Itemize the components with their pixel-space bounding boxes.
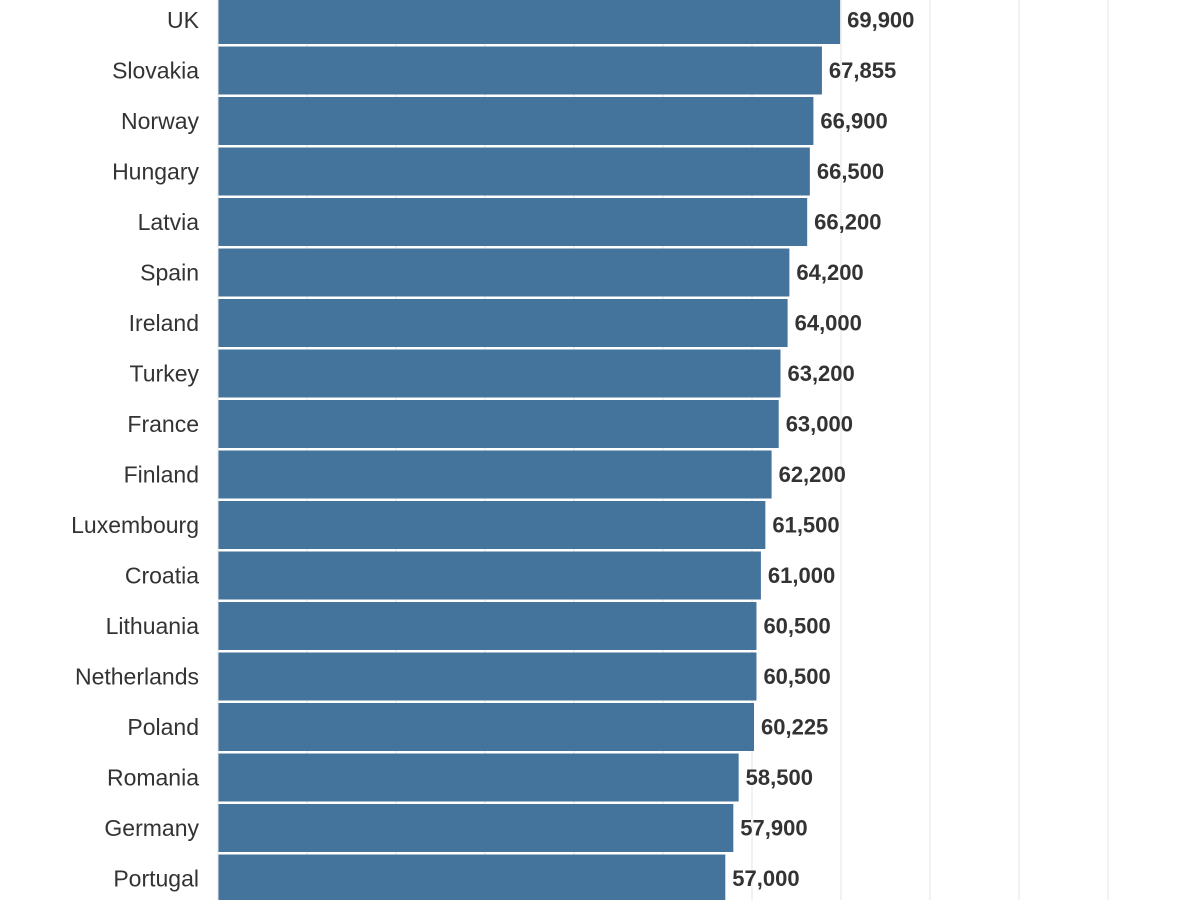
bar [218,854,726,903]
value-labels: 69,900 67,855 66,900 66,500 66,200 64,200 64,0… [732,8,914,892]
value-label: 60,500 [763,664,830,689]
bar [218,46,822,95]
bar [218,753,739,802]
bar [218,652,757,701]
category-label: Norway [121,108,199,134]
value-label: 66,900 [820,109,887,134]
category-label: Lithuania [106,613,200,639]
bar [218,804,734,852]
category-label: Portugal [113,866,199,892]
category-label: Croatia [125,563,199,589]
category-label: Netherlands [75,664,199,690]
bar [218,248,790,297]
value-label: 64,200 [796,260,863,285]
category-label: Romania [107,765,199,791]
bar [218,703,755,751]
bar [218,602,757,650]
value-label: 63,200 [787,361,854,386]
category-label: Hungary [112,159,199,185]
category-label: Slovakia [112,58,199,84]
value-label: 62,200 [779,462,846,487]
category-label: Turkey [130,361,200,387]
value-label: 57,900 [740,816,807,841]
category-label: Poland [127,714,199,740]
value-label: 60,225 [761,715,828,740]
bar [218,450,772,499]
category-label: France [127,411,199,437]
bar [218,349,781,398]
category-label: Ireland [129,310,199,336]
value-label: 63,000 [786,412,853,437]
bar [218,501,766,549]
bar [218,0,841,44]
value-label: 60,500 [763,614,830,639]
value-label: 69,900 [847,8,914,33]
value-label: 57,000 [732,866,799,891]
value-label: 64,000 [795,311,862,336]
bars [218,0,841,903]
category-label: Finland [124,462,199,488]
bar [218,97,814,145]
bar [218,299,788,347]
category-label: Spain [140,260,199,286]
value-label: 61,500 [772,513,839,538]
category-label: Germany [104,815,199,841]
category-labels: UK Slovakia Norway Hungary Latvia Spain Irelan… [71,7,200,892]
category-label: UK [167,7,200,33]
bar [218,147,810,196]
category-label: Luxembourg [71,512,199,538]
category-label: Latvia [138,209,200,235]
value-label: 66,500 [817,159,884,184]
value-label: 66,200 [814,210,881,235]
bar [218,400,779,448]
value-label: 61,000 [768,563,835,588]
bar [218,551,761,600]
value-label: 58,500 [746,765,813,790]
bar [218,198,808,246]
value-label: 67,855 [829,58,896,83]
